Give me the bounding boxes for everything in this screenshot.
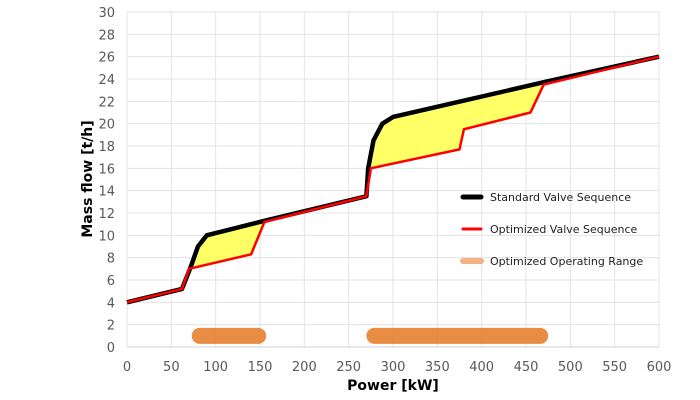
y-tick-label: 0 bbox=[107, 341, 115, 356]
x-tick-label: 200 bbox=[292, 360, 317, 375]
x-tick-label: 300 bbox=[381, 360, 406, 375]
x-ticks: 0 50 100 150 200 250 300 350 400 450 500 550 600 bbox=[123, 360, 672, 375]
y-tick-label: 10 bbox=[98, 229, 115, 244]
y-tick-label: 26 bbox=[98, 51, 115, 66]
y-tick-label: 14 bbox=[98, 185, 115, 200]
x-tick-label: 50 bbox=[163, 360, 180, 375]
y-tick-label: 24 bbox=[98, 73, 115, 88]
y-tick-label: 8 bbox=[107, 252, 115, 267]
legend: Standard Valve Sequence Optimized Valve … bbox=[460, 191, 643, 268]
x-tick-label: 400 bbox=[469, 360, 494, 375]
x-tick-label: 150 bbox=[248, 360, 273, 375]
legend-label-standard: Standard Valve Sequence bbox=[490, 191, 631, 204]
x-tick-label: 0 bbox=[123, 360, 131, 375]
y-tick-label: 22 bbox=[98, 95, 115, 110]
y-tick-label: 2 bbox=[107, 319, 115, 334]
y-axis-title: Mass flow [t/h] bbox=[80, 120, 96, 237]
x-tick-label: 350 bbox=[425, 360, 450, 375]
x-tick-label: 450 bbox=[514, 360, 539, 375]
y-tick-label: 4 bbox=[107, 296, 115, 311]
x-tick-label: 500 bbox=[558, 360, 583, 375]
x-tick-label: 100 bbox=[203, 360, 228, 375]
x-tick-label: 550 bbox=[602, 360, 627, 375]
y-tick-label: 12 bbox=[98, 207, 115, 222]
y-tick-label: 30 bbox=[98, 6, 115, 21]
series-line-optimized bbox=[126, 55, 660, 304]
y-tick-label: 18 bbox=[98, 140, 115, 155]
y-tick-label: 6 bbox=[107, 274, 115, 289]
legend-label-range: Optimized Operating Range bbox=[490, 255, 643, 268]
grid bbox=[126, 11, 660, 348]
y-tick-label: 16 bbox=[98, 162, 115, 177]
y-tick-label: 28 bbox=[98, 28, 115, 43]
x-tick-label: 250 bbox=[336, 360, 361, 375]
x-tick-label: 600 bbox=[647, 360, 672, 375]
y-tick-label: 20 bbox=[98, 118, 115, 133]
legend-label-optimized: Optimized Valve Sequence bbox=[490, 223, 638, 236]
series bbox=[126, 54, 660, 305]
x-axis-title: Power [kW] bbox=[347, 378, 439, 394]
